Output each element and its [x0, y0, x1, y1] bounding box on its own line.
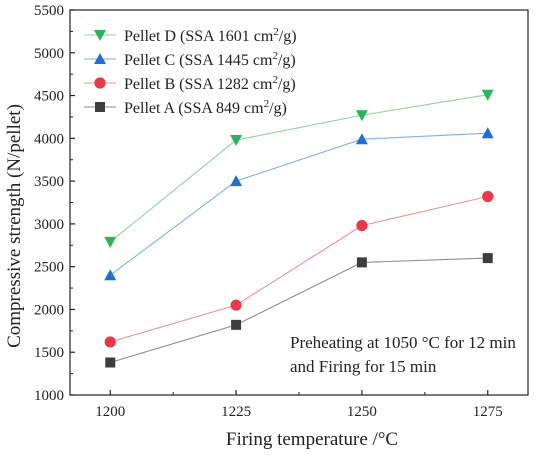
series-line-2	[110, 195, 488, 343]
x-axis-title: Firing temperature /°C	[226, 429, 398, 450]
series-line-0	[109, 94, 488, 243]
ticks-group: 1000 1500 2000 2500 3000 3500 4000 4500 5000 5500…	[34, 3, 503, 420]
legend: Pellet D (SSA 1601 cm2/g) Pellet C (SSA 1…	[84, 26, 297, 117]
annotation-line-1: Preheating at 1050 °C for 12 min	[290, 333, 516, 352]
y-tick-label: 5000	[34, 46, 64, 62]
legend-label-0: Pellet D (SSA 1601 cm2/g)	[124, 26, 297, 45]
y-tick-label: 2500	[34, 260, 64, 276]
y-tick-label: 3000	[34, 217, 64, 233]
x-tick-label: 1225	[221, 404, 251, 420]
y-tick-label: 3500	[34, 174, 64, 190]
series-markers-group	[104, 89, 494, 368]
legend-marker-2	[94, 77, 106, 89]
data-point-s3-3	[482, 253, 493, 264]
x-tick-label: 1200	[95, 404, 125, 420]
series-line-3	[110, 257, 488, 364]
data-point-s2-3	[482, 190, 494, 203]
annotation-line-2: and Firing for 15 min	[290, 357, 437, 376]
y-tick-label: 5500	[34, 3, 64, 19]
legend-label-1: Pellet C (SSA 1445 cm2/g)	[124, 50, 296, 69]
data-point-s3-1	[231, 319, 242, 330]
data-point-s3-2	[356, 257, 367, 268]
legend-label-3: Pellet A (SSA 849 cm2/g)	[124, 98, 287, 117]
data-point-s2-0	[104, 336, 116, 348]
data-point-s2-2	[356, 220, 368, 232]
y-tick-label: 4000	[34, 131, 64, 147]
legend-marker-3	[95, 102, 105, 112]
legend-marker-0	[94, 30, 106, 41]
y-tick-label: 4500	[34, 89, 64, 105]
data-point-s0-0	[104, 236, 117, 248]
y-tick-label: 1000	[34, 388, 64, 404]
y-tick-label: 1500	[34, 345, 64, 361]
data-point-s2-1	[230, 299, 242, 311]
legend-label-2: Pellet B (SSA 1282 cm2/g)	[124, 74, 296, 93]
series-line-1	[109, 132, 488, 276]
data-point-s1-2	[355, 133, 368, 145]
data-point-s0-3	[481, 89, 494, 101]
y-axis-title: Compressive strength (N/pellet)	[4, 104, 25, 348]
data-point-s1-3	[481, 127, 494, 139]
data-point-s0-2	[355, 110, 368, 122]
data-point-s1-0	[104, 269, 117, 281]
x-tick-label: 1275	[473, 404, 503, 420]
legend-marker-1	[94, 53, 106, 64]
data-point-s1-1	[230, 175, 243, 187]
data-point-s0-1	[230, 135, 243, 147]
y-tick-label: 2000	[34, 302, 64, 318]
series-lines-group	[109, 94, 488, 364]
data-point-s3-0	[105, 357, 116, 368]
x-tick-label: 1250	[347, 404, 377, 420]
